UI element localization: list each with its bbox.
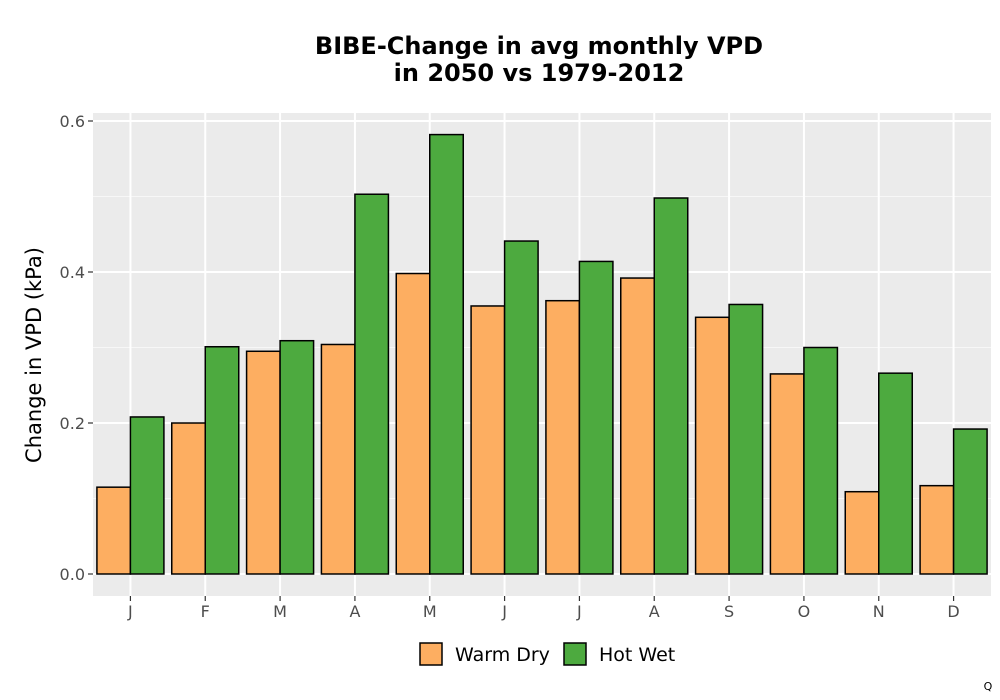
bar-warm-dry-8 (694, 316, 730, 575)
x-tick-label-2: M (273, 602, 287, 621)
bar-warm-dry-11 (919, 484, 955, 575)
bar-hot-wet-11 (952, 428, 988, 575)
x-tick-label-8: S (724, 602, 734, 621)
bar-hot-wet-6 (578, 260, 614, 575)
bar-hot-wet-4 (429, 133, 464, 575)
bar-hot-wet-0 (129, 416, 165, 575)
chart-title-line-2: in 2050 vs 1979-2012 (394, 59, 685, 87)
bar-hot-wet-10 (878, 372, 913, 575)
y-axis-title: Change in VPD (kPa) (22, 247, 46, 463)
legend-label-warm-dry: Warm Dry (455, 644, 550, 666)
y-tick-label-2: 0.4 (60, 263, 85, 282)
x-tick-label-1: F (201, 602, 210, 621)
legend-label-hot-wet: Hot Wet (599, 644, 675, 666)
x-tick-label-7: A (649, 602, 660, 621)
x-tick-label-0: J (127, 602, 133, 621)
bar-warm-dry-5 (470, 305, 506, 575)
bar-warm-dry-7 (620, 277, 655, 575)
bar-hot-wet-5 (503, 240, 539, 575)
bar-warm-dry-6 (545, 299, 581, 575)
chart-title-line-1: BIBE-Change in avg monthly VPD (315, 32, 763, 60)
x-tick-label-5: J (501, 602, 507, 621)
bar-hot-wet-9 (803, 346, 839, 575)
bar-hot-wet-1 (204, 345, 240, 575)
legend-swatch-warm-dry (419, 642, 443, 666)
legend: Warm Dry Hot Wet (419, 642, 675, 666)
bar-warm-dry-10 (844, 490, 880, 575)
bar-warm-dry-0 (96, 486, 132, 575)
bar-warm-dry-2 (245, 350, 281, 575)
bar-hot-wet-2 (279, 339, 315, 575)
legend-swatch-hot-wet (563, 642, 587, 666)
x-tick-label-3: A (349, 602, 360, 621)
x-tick-label-4: M (423, 602, 437, 621)
bar-hot-wet-8 (728, 303, 764, 575)
x-tick-label-9: O (798, 602, 811, 621)
bar-warm-dry-3 (320, 343, 356, 575)
y-axis-ticks: 0.0 0.2 0.4 0.6 (60, 112, 93, 584)
plot-panel (93, 113, 991, 596)
x-tick-label-6: J (576, 602, 582, 621)
y-tick-label-0: 0.0 (60, 565, 85, 584)
x-tick-label-10: N (873, 602, 885, 621)
bar-hot-wet-3 (354, 193, 390, 575)
bar-warm-dry-1 (171, 422, 206, 575)
y-tick-label-1: 0.2 (60, 414, 85, 433)
minor-gridlines (93, 195, 991, 500)
bar-warm-dry-9 (769, 373, 805, 575)
x-tick-label-11: D (947, 602, 959, 621)
y-tick-label-3: 0.6 (60, 112, 85, 131)
corner-mark: Q (984, 680, 993, 693)
bars (96, 133, 988, 575)
bar-hot-wet-7 (653, 197, 689, 575)
bar-warm-dry-4 (395, 272, 431, 575)
